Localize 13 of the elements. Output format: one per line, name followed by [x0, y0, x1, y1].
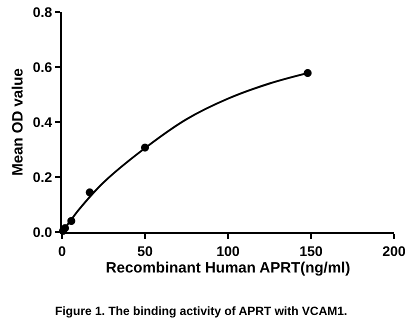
x-tick-label: 100 — [216, 242, 240, 259]
y-tick-label: 0.0 — [32, 224, 52, 240]
y-tick-label: 0.8 — [32, 4, 52, 20]
y-tick-label: 0.2 — [32, 168, 52, 185]
y-axis-title: Mean OD value — [9, 68, 26, 176]
x-tick-label: 50 — [137, 242, 153, 259]
y-tick-label: 0.4 — [32, 114, 52, 130]
x-tick-label: 200 — [382, 242, 406, 259]
x-axis-title: Recombinant Human APRT(ng/ml) — [106, 259, 350, 276]
x-tick-label: 150 — [299, 242, 323, 259]
caption: Figure 1. The binding activity of APRT with VCAM1. — [55, 304, 348, 318]
y-tick-label: 0.6 — [32, 58, 52, 75]
x-tick-label: 0 — [58, 242, 66, 259]
